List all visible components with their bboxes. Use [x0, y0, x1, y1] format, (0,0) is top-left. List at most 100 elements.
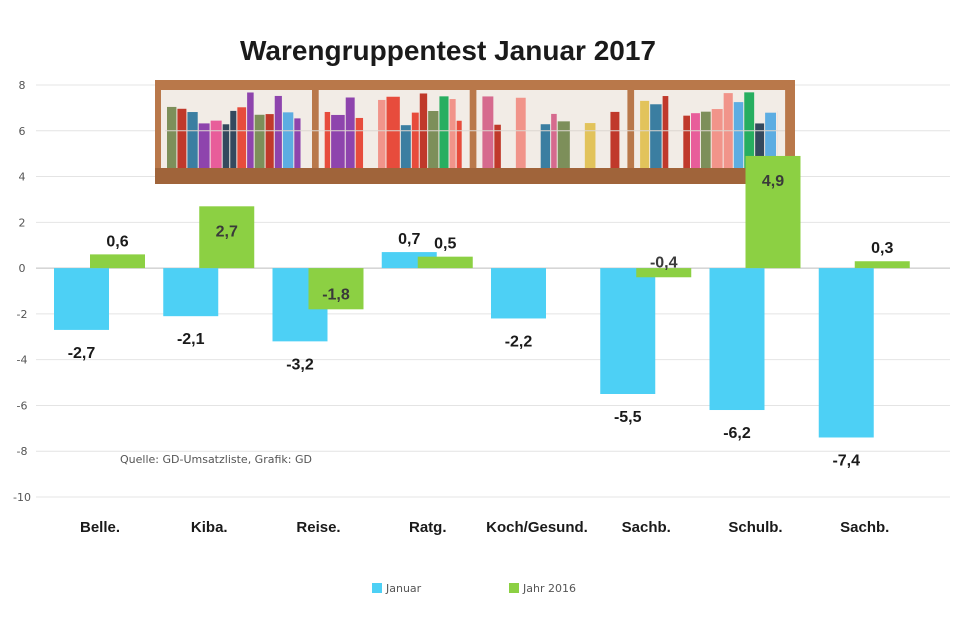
data-label: -5,5 [614, 409, 642, 426]
book [222, 124, 230, 168]
book [551, 113, 557, 168]
book [230, 110, 237, 168]
book [187, 112, 198, 168]
bar-januar [163, 268, 219, 317]
book [198, 123, 210, 168]
book [331, 114, 345, 168]
data-label: 0,7 [398, 231, 420, 248]
book [247, 92, 254, 168]
bar-jahr-2016 [854, 261, 910, 269]
book [640, 100, 650, 168]
data-label: 2,7 [216, 223, 238, 240]
book [482, 96, 494, 168]
category-label: Kiba. [191, 519, 228, 536]
book [456, 120, 462, 168]
bar-jahr-2016 [417, 256, 473, 269]
book [294, 118, 301, 168]
book [540, 124, 551, 168]
data-label: -0,4 [650, 254, 678, 271]
data-label: -2,2 [505, 333, 533, 350]
bar-januar [818, 268, 874, 438]
book [265, 114, 274, 168]
book [411, 112, 419, 168]
book [711, 109, 723, 168]
legend-swatch [372, 583, 382, 593]
book [355, 117, 364, 168]
book [584, 123, 596, 168]
axis-layer: 8 6 4 2 0 -2 -4 -6 -8 -10 Belle. Kiba. Reise. Ratg. Ko… [13, 79, 889, 536]
book [177, 108, 187, 168]
legend: Januar Jahr 2016 [372, 582, 576, 595]
data-label: -6,2 [723, 425, 751, 442]
book [700, 111, 711, 168]
book [733, 102, 744, 168]
data-label: -2,1 [177, 331, 205, 348]
y-tick-label: 6 [19, 125, 26, 138]
data-label: -7,4 [832, 452, 860, 469]
book [282, 112, 294, 168]
book [610, 111, 620, 168]
bar-jahr-2016 [636, 268, 692, 278]
bar-januar [600, 268, 656, 394]
book [557, 121, 570, 168]
data-label: 0,6 [106, 233, 128, 250]
y-tick-label: 4 [19, 171, 26, 184]
y-tick-label: -4 [17, 354, 28, 367]
source-note: Quelle: GD-Umsatzliste, Grafik: GD [120, 453, 312, 466]
data-label: -2,7 [68, 345, 96, 362]
book [515, 97, 526, 168]
book [494, 124, 501, 168]
bookshelf-illustration [155, 80, 795, 184]
legend-swatch [509, 583, 519, 593]
book [690, 113, 700, 168]
category-label: Reise. [296, 519, 340, 536]
bar-jahr-2016 [745, 155, 801, 269]
category-label: Schulb. [728, 519, 782, 536]
bar-januar [491, 268, 546, 319]
y-tick-label: 8 [19, 79, 26, 92]
book [428, 111, 439, 168]
legend-label: Jahr 2016 [522, 582, 576, 595]
data-label: -1,8 [322, 286, 350, 303]
book [378, 99, 386, 168]
category-label: Sachb. [622, 519, 671, 536]
book [439, 96, 449, 168]
bar-jahr-2016 [90, 254, 145, 269]
data-label: 0,3 [871, 240, 893, 257]
y-tick-label: -10 [13, 491, 31, 504]
data-label: 4,9 [762, 173, 784, 190]
legend-label: Januar [385, 582, 422, 595]
category-label: Belle. [80, 519, 120, 536]
data-label: 0,5 [434, 236, 456, 253]
category-label: Koch/Gesund. [486, 519, 588, 536]
book [254, 114, 265, 168]
category-label: Sachb. [840, 519, 889, 536]
book [755, 123, 765, 168]
book [237, 107, 247, 168]
bar-januar [54, 268, 109, 330]
book [167, 106, 177, 168]
book [662, 96, 669, 168]
book [449, 99, 456, 168]
bar-januar [709, 268, 765, 411]
book [744, 92, 755, 168]
y-tick-label: -2 [17, 308, 28, 321]
bar-jahr-2016 [199, 206, 255, 269]
book [324, 111, 331, 168]
book [765, 112, 776, 168]
y-tick-label: -8 [17, 445, 28, 458]
data-label-layer: -2,7 0,6 -2,1 2,7 -3,2 -1,8 0,7 0,5 -2,2 -5,5 -0,4… [68, 173, 894, 470]
y-tick-label: 2 [19, 216, 26, 229]
book [345, 97, 355, 168]
book [274, 95, 282, 168]
shelf-base [155, 168, 795, 184]
book [683, 115, 690, 168]
book [650, 104, 662, 168]
chart-title: Warengruppentest Januar 2017 [240, 35, 656, 66]
book [386, 96, 400, 168]
y-tick-label: -6 [17, 399, 28, 412]
bar-layer [54, 155, 910, 438]
y-tick-label: 0 [19, 262, 26, 275]
